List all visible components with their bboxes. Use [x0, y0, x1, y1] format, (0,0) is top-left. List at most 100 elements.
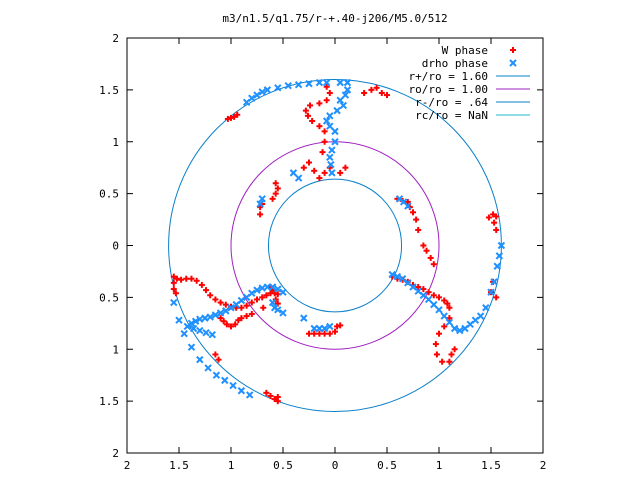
drho-phase-point	[305, 79, 313, 88]
drho-phase-point	[450, 324, 459, 333]
w-phase-point	[334, 323, 341, 330]
w-phase-point	[430, 261, 437, 268]
legend-label: r+/ro = 1.60	[409, 70, 488, 83]
w-phase-point	[448, 351, 455, 358]
drho-phase-point	[482, 304, 490, 312]
w-phase-point	[231, 113, 238, 120]
w-phase-point	[228, 323, 234, 330]
w-phase-point	[332, 328, 338, 335]
w-phase-point	[238, 315, 245, 322]
drho-phase-point	[248, 289, 256, 297]
drho-phase-point	[322, 78, 331, 87]
w-phase-point	[441, 297, 448, 304]
circle-r-ro-64	[267, 178, 403, 313]
w-phase-point	[446, 304, 453, 311]
x-tick-label: 2	[124, 459, 131, 472]
drho-phase-point	[336, 96, 344, 104]
drho-phase-point	[339, 101, 348, 110]
w-phase-point	[269, 195, 276, 202]
drho-phase-point	[221, 376, 229, 385]
x-tick-label: 0.5	[273, 459, 293, 472]
drho-phase-point	[326, 322, 334, 331]
drho-phase-point	[333, 106, 341, 115]
drho-phase-point	[327, 160, 335, 169]
circle-ro-ro-1-00	[230, 141, 440, 350]
drho-phase-point	[279, 288, 287, 296]
drho-phase-point	[183, 322, 192, 331]
drho-phase-point	[294, 174, 303, 182]
w-phase-point	[446, 358, 453, 365]
drho-phase-point	[493, 262, 501, 270]
w-phase-point	[170, 273, 177, 280]
drho-phase-point	[211, 311, 220, 319]
w-phase-point	[319, 149, 326, 156]
drho-phase-point	[258, 195, 266, 203]
drho-phase-point	[456, 326, 464, 335]
w-phase-point	[430, 292, 437, 299]
w-phase-point	[378, 89, 385, 96]
w-phase-point	[404, 198, 411, 205]
w-phase-point	[321, 138, 328, 145]
drho-phase-point	[328, 169, 336, 177]
drho-phase-point	[328, 146, 336, 154]
legend-label: W phase	[442, 44, 488, 57]
w-phase-point	[415, 284, 422, 290]
x-tick-label: 2	[540, 459, 547, 472]
drho-phase-point	[268, 298, 277, 307]
axis-ticks: 2 1.5 1 0.5 0 0.5 1 1.5 221.510.500.511.52	[99, 32, 546, 472]
drho-phase-point	[248, 94, 256, 102]
w-phase-point	[485, 214, 492, 221]
w-phase-point	[217, 315, 224, 322]
drho-phase-point	[229, 381, 237, 390]
drho-phase-point	[253, 286, 261, 294]
drho-phase-point	[256, 200, 264, 208]
drho-phase-point	[343, 86, 352, 94]
drho-phase-point	[440, 312, 448, 320]
w-phase-point	[415, 226, 422, 233]
drho-phase-point	[326, 122, 334, 130]
w-phase-point	[257, 211, 264, 218]
w-phase-point	[259, 294, 266, 301]
w-phase-point	[203, 287, 210, 294]
x-tick-label: 1	[436, 459, 443, 472]
drho-phase-point	[191, 317, 200, 325]
drho-phase-point	[424, 295, 433, 304]
w-phase-point	[451, 346, 458, 353]
drho-phase-point	[509, 59, 517, 67]
w-phase-point	[272, 296, 279, 303]
drho-phase-point	[341, 91, 350, 99]
y-tick-label: 1.5	[99, 395, 119, 408]
drho-phase-point	[187, 343, 196, 351]
w-phase-point	[326, 89, 333, 96]
w-phase-point	[207, 292, 214, 299]
x-tick-label: 0	[332, 459, 339, 472]
w-phase-point	[217, 299, 224, 306]
w-phase-point	[232, 321, 239, 328]
w-phase-point	[413, 216, 420, 223]
drho-phase-point	[497, 241, 506, 250]
y-tick-label: 2	[112, 447, 119, 460]
w-phase-point	[510, 47, 516, 53]
drho-phase-point	[487, 288, 495, 296]
drho-phase-point	[274, 84, 282, 92]
chart-title: m3/n1.5/q1.75/r-+.40-j206/M5.0/512	[222, 12, 447, 25]
legend-label: rc/ro = NaN	[415, 109, 488, 122]
legend-label: ro/ro = 1.00	[409, 83, 488, 96]
w-phase-point	[384, 92, 390, 99]
w-phase-point	[170, 286, 177, 293]
w-phase-point	[178, 276, 185, 283]
w-phase-point	[263, 389, 270, 396]
legend-label: drho phase	[422, 57, 488, 70]
w-phase-point	[436, 294, 442, 301]
drho-phase-point	[300, 314, 308, 322]
drho-phase-point	[237, 387, 246, 395]
w-phase-point	[243, 302, 250, 309]
w-phase-point	[228, 114, 234, 121]
w-phase-point	[311, 330, 318, 337]
drho-phase-point	[476, 312, 485, 320]
w-phase-point	[272, 180, 279, 187]
drho-phase-point	[279, 309, 287, 317]
y-tick-label: 0	[112, 240, 119, 253]
